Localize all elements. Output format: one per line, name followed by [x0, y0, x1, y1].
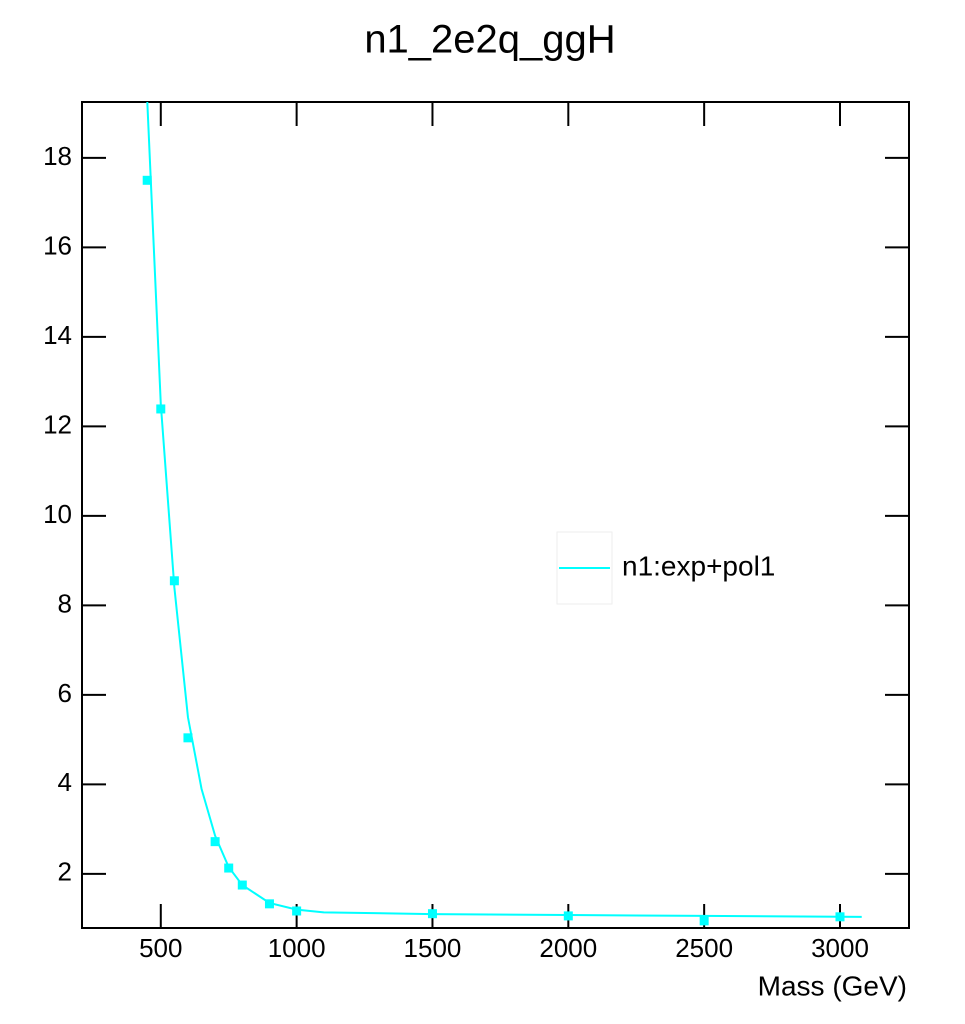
data-point — [210, 837, 220, 847]
data-point — [237, 880, 247, 890]
data-point — [427, 909, 437, 919]
data-point — [156, 404, 166, 414]
data-point — [142, 175, 152, 185]
x-axis-label: Mass (GeV) — [758, 970, 907, 1001]
y-tick-label: 6 — [58, 678, 72, 708]
y-tick-label: 2 — [58, 857, 72, 887]
data-point — [835, 912, 845, 922]
x-tick-label: 3000 — [811, 933, 869, 963]
data-point — [563, 911, 573, 921]
x-tick-label: 500 — [139, 933, 182, 963]
x-tick-label: 1500 — [404, 933, 462, 963]
data-point — [224, 863, 234, 873]
y-tick-label: 10 — [43, 499, 72, 529]
data-point — [264, 899, 274, 909]
x-tick-label: 2000 — [539, 933, 597, 963]
legend-label: n1:exp+pol1 — [622, 550, 775, 581]
y-tick-label: 18 — [43, 141, 72, 171]
chart-title: n1_2e2q_ggH — [364, 18, 615, 62]
data-point — [183, 733, 193, 743]
data-point — [699, 916, 709, 926]
x-tick-label: 1000 — [268, 933, 326, 963]
x-tick-label: 2500 — [675, 933, 733, 963]
fit-line — [146, 102, 862, 918]
y-tick-label: 14 — [43, 320, 72, 350]
plot-area — [142, 102, 862, 926]
y-tick-label: 4 — [58, 767, 72, 797]
data-point — [292, 906, 302, 916]
y-tick-label: 8 — [58, 588, 72, 618]
y-tick-label: 12 — [43, 409, 72, 439]
y-tick-label: 16 — [43, 230, 72, 260]
data-point — [169, 576, 179, 586]
